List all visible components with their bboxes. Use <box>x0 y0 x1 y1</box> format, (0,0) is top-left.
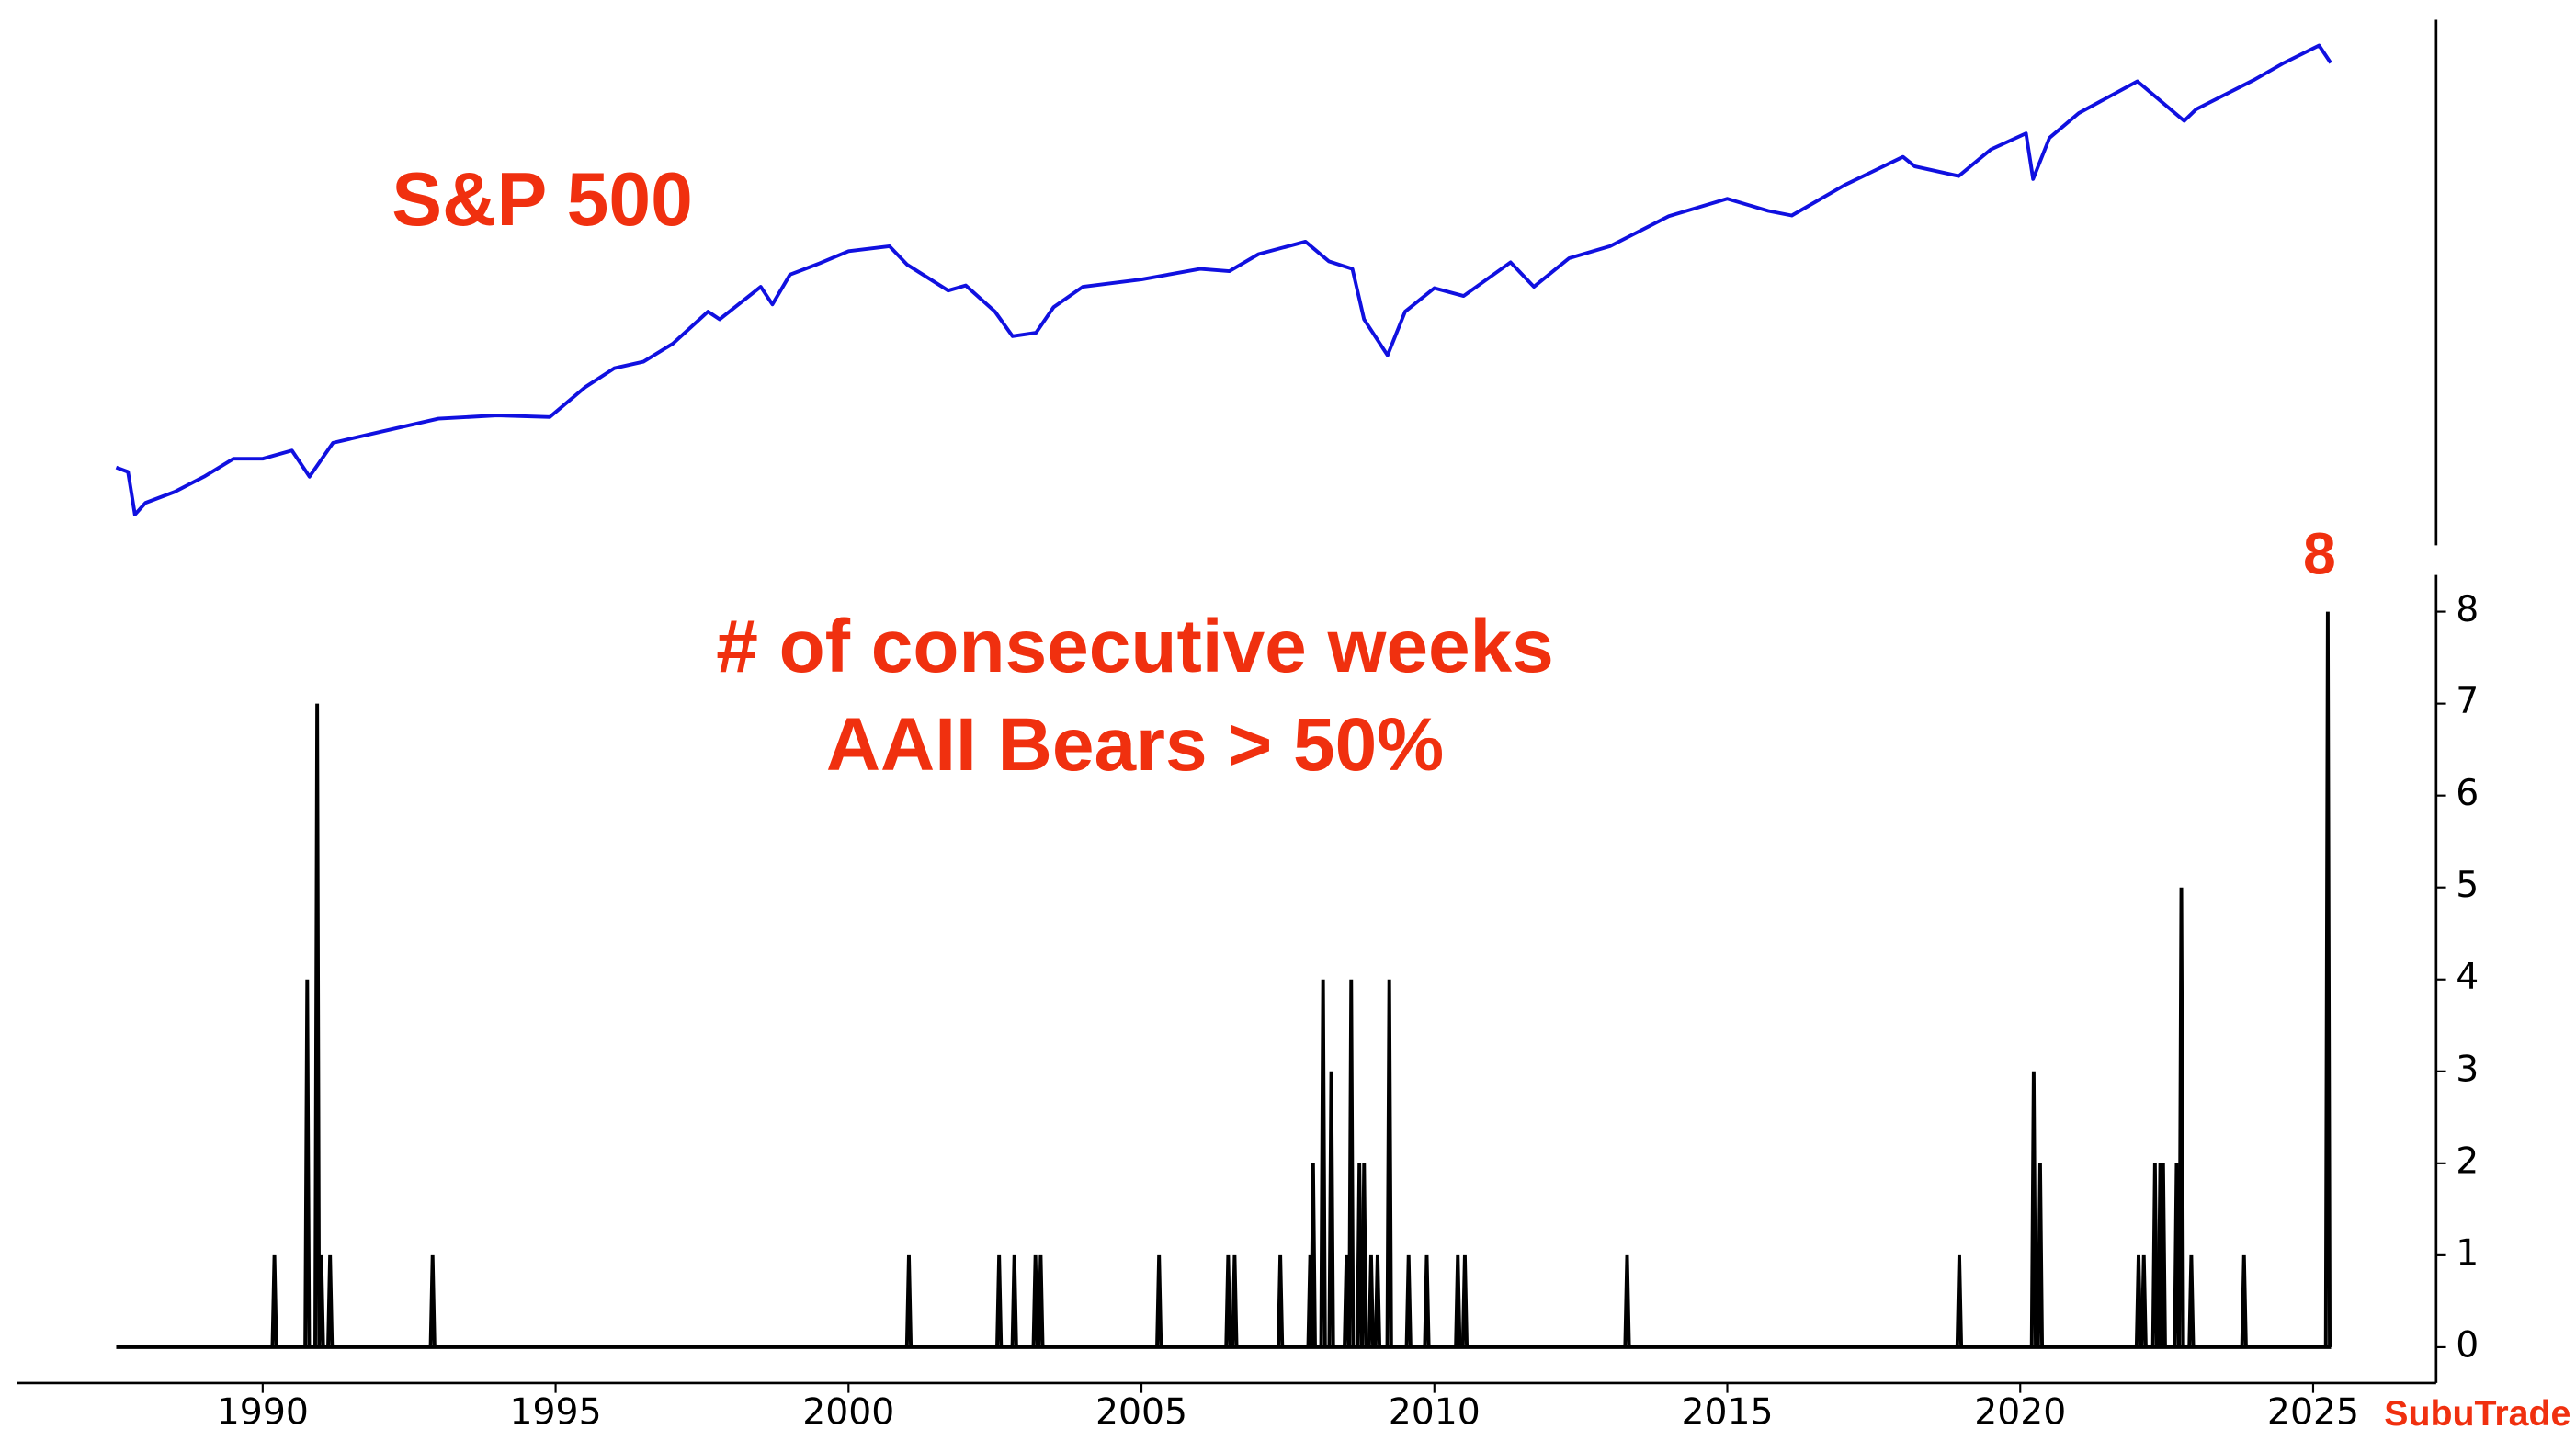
spike <box>1155 1254 1163 1347</box>
spike <box>2134 1254 2143 1347</box>
spike <box>2187 1254 2196 1347</box>
spike <box>1319 979 1327 1347</box>
spike <box>1037 1254 1045 1347</box>
y-tick-label: 5 <box>2456 865 2479 906</box>
spike <box>1460 1254 1470 1347</box>
spike <box>270 1254 278 1347</box>
spike <box>2036 1163 2045 1347</box>
spike <box>1423 1254 1431 1347</box>
spike <box>303 979 312 1347</box>
spike <box>1010 1254 1018 1347</box>
x-tick-label: 1995 <box>510 1391 602 1433</box>
spike <box>1360 1163 1368 1347</box>
spike <box>1385 979 1393 1347</box>
spike <box>904 1254 914 1347</box>
spike <box>1327 1071 1335 1347</box>
x-tick-label: 2025 <box>2267 1391 2359 1433</box>
spike <box>1356 1163 1364 1347</box>
y-tick-label: 6 <box>2456 773 2479 814</box>
y-tick-label: 2 <box>2456 1140 2479 1182</box>
chart-title: S&P 500 <box>392 158 693 242</box>
sp500-line <box>115 43 2332 516</box>
spike <box>1623 1254 1631 1347</box>
x-tick-label: 2010 <box>1389 1391 1481 1433</box>
spike <box>1955 1254 1964 1347</box>
spike <box>2159 1163 2167 1347</box>
spike <box>1347 979 1356 1347</box>
spike <box>326 1254 335 1347</box>
spike <box>428 1254 437 1347</box>
spike <box>1373 1254 1382 1347</box>
spike <box>1224 1254 1232 1347</box>
spike <box>2139 1254 2148 1347</box>
x-tick-label: 2000 <box>802 1391 894 1433</box>
annotation: 8 <box>2303 521 2336 587</box>
y-tick-label: 1 <box>2456 1232 2479 1274</box>
spike <box>1277 1254 1285 1347</box>
x-tick-label: 1990 <box>217 1391 309 1433</box>
y-tick-label: 3 <box>2456 1049 2479 1090</box>
spike <box>1454 1254 1462 1347</box>
x-tick-label: 2005 <box>1095 1391 1187 1433</box>
spike <box>2029 1071 2038 1347</box>
spike <box>995 1254 1004 1347</box>
spike <box>317 1254 325 1347</box>
watermark: SubuTrade <box>2384 1393 2570 1434</box>
y-tick-label: 7 <box>2456 681 2479 722</box>
spike <box>2240 1254 2248 1347</box>
spike <box>2150 1163 2159 1347</box>
y-tick-label: 4 <box>2456 957 2479 998</box>
y-tick-label: 8 <box>2456 589 2479 630</box>
spike <box>2177 887 2185 1347</box>
spike <box>1231 1254 1239 1347</box>
spike <box>313 703 322 1347</box>
spike <box>1367 1254 1376 1347</box>
chart-title: # of consecutive weeks AAII Bears > 50% <box>716 605 1554 787</box>
x-tick-label: 2020 <box>1974 1391 2066 1433</box>
spike <box>1031 1254 1039 1347</box>
spike <box>1404 1254 1413 1347</box>
spike <box>2323 611 2332 1347</box>
spike <box>1309 1163 1317 1347</box>
y-tick-label: 0 <box>2456 1324 2479 1366</box>
x-tick-label: 2015 <box>1681 1391 1773 1433</box>
